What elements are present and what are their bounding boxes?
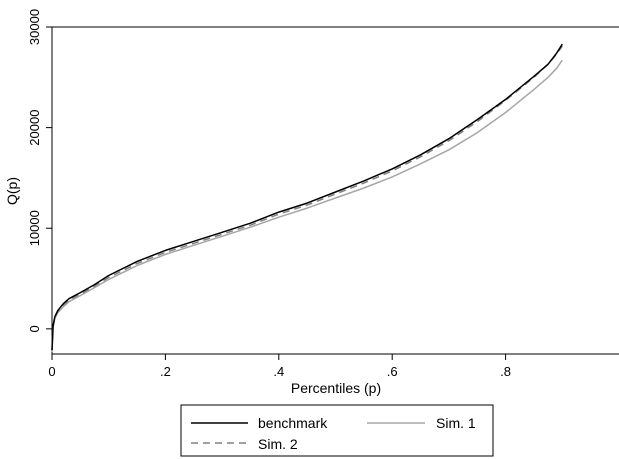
y-tick-label: 20000 (27, 110, 42, 146)
series-line-sim-2 (51, 45, 563, 352)
y-tick-label: 10000 (27, 210, 42, 246)
x-axis-ticks: 0 .2 .4 .6 .8 (48, 354, 511, 379)
y-axis-label: Q(p) (4, 177, 20, 205)
legend-label-sim1: Sim. 1 (436, 415, 476, 431)
series-line-sim-1 (51, 59, 563, 353)
series-lines (51, 43, 563, 353)
legend-label-sim2: Sim. 2 (258, 436, 298, 452)
x-tick-label: .4 (273, 364, 284, 379)
x-tick-label: .8 (500, 364, 511, 379)
legend: benchmark Sim. 1 Sim. 2 (180, 404, 494, 457)
plot-frame (51, 26, 619, 355)
x-axis-label: Percentiles (p) (291, 380, 381, 396)
x-tick-label: .2 (160, 364, 171, 379)
legend-label-benchmark: benchmark (258, 415, 328, 431)
legend-box (180, 404, 494, 457)
x-tick-label: 0 (48, 364, 55, 379)
y-tick-label: 30000 (27, 9, 42, 45)
y-tick-label: 0 (27, 325, 42, 332)
series-line-benchmark (51, 43, 563, 351)
y-axis-ticks: 0 10000 20000 30000 (27, 9, 52, 332)
x-tick-label: .6 (387, 364, 398, 379)
